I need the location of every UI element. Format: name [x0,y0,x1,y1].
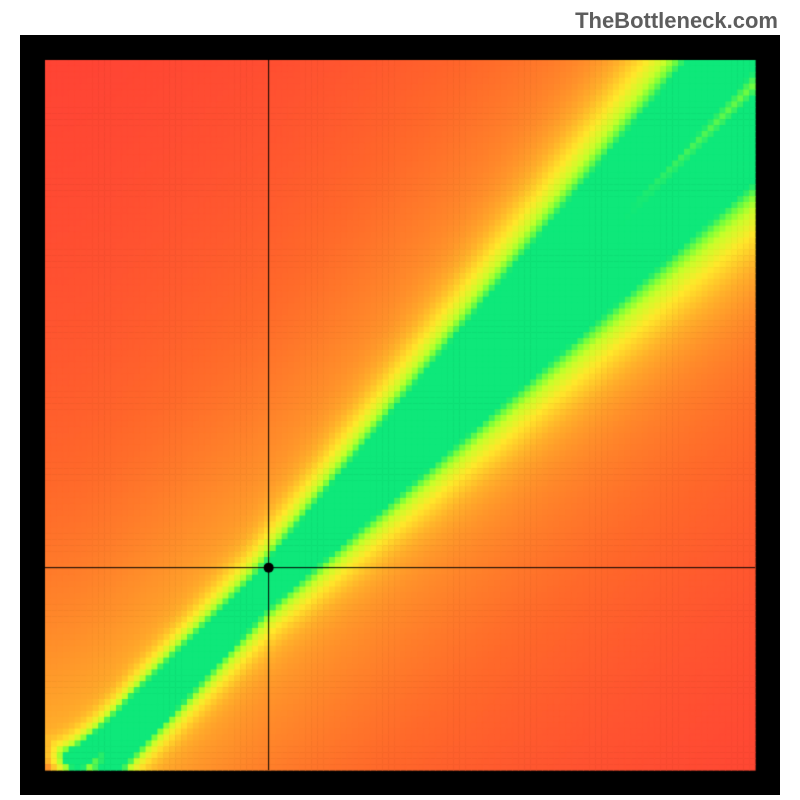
watermark-text: TheBottleneck.com [575,8,778,34]
bottleneck-heatmap [20,35,780,795]
chart-frame [20,35,780,795]
